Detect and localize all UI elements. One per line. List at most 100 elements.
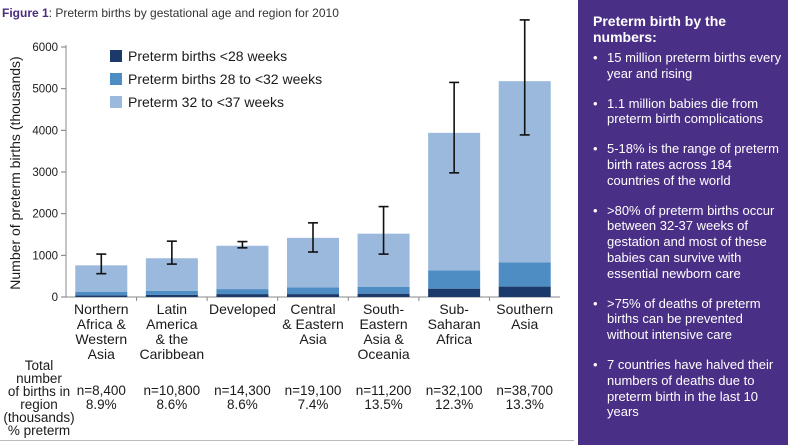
stat-cell: n=14,300 8.6% [202, 384, 282, 412]
row-label-line: region [20, 397, 58, 412]
y-tick-label: 2000 [32, 209, 58, 221]
bar-lt28 [75, 295, 128, 297]
stat-cell: n=11,200 13.5% [344, 384, 424, 412]
stat-pct: 8.6% [227, 397, 258, 412]
legend-item-32to37: Preterm 32 to <37 weeks [110, 94, 284, 114]
x-category-line: Northern [74, 301, 129, 317]
y-tick-label: 6000 [32, 42, 58, 54]
x-category-line: Central [290, 301, 336, 317]
bar-lt28 [357, 293, 410, 297]
legend-label-lt28: Preterm births <28 weeks [128, 48, 288, 64]
x-category-line: & Eastern [282, 316, 344, 332]
stat-n: n=14,300 [214, 383, 271, 398]
figure-label: Figure 1 [2, 6, 49, 20]
bar-28to32 [428, 270, 481, 289]
stat-n: n=10,800 [143, 383, 201, 398]
stat-n: n=19,100 [284, 383, 342, 398]
stat-cell: n=19,100 7.4% [273, 384, 353, 412]
x-category-line: & the [155, 331, 189, 347]
x-category-line: Africa & [76, 316, 126, 332]
x-category-line: Africa [436, 331, 473, 347]
stat-n: n=11,200 [355, 383, 412, 398]
legend-label-32to37: Preterm 32 to <37 weeks [128, 94, 285, 110]
stat-pct: 13.5% [364, 397, 403, 412]
x-category-line: Oceania [357, 346, 410, 362]
stat-n: n=8,400 [76, 383, 126, 398]
bar-28to32 [145, 290, 198, 295]
figure-title: Figure 1: Preterm births by gestational … [2, 6, 339, 20]
x-category-line: Asia [299, 331, 327, 347]
bar-lt28 [428, 288, 481, 297]
row-label-line: (thousands) [3, 410, 75, 425]
legend-item-lt28: Preterm births <28 weeks [110, 48, 287, 68]
panel-item: 5-18% is the range of preterm birth rate… [591, 141, 783, 188]
panel-item: >80% of preterm births occur between 32-… [591, 203, 783, 282]
x-category-label: Southern Asia [485, 302, 565, 332]
figure-title-text: : Preterm births by gestational age and … [48, 6, 339, 20]
x-category-label: Central & Eastern Asia [273, 302, 353, 347]
y-tick-label: 0 [52, 292, 58, 304]
row-label: Total number of births in region (thousands… [2, 358, 76, 438]
row-divider [0, 440, 574, 441]
x-category-line: America [146, 316, 198, 332]
row-label-line: Total number [16, 358, 62, 386]
chart-area: 0 1000 2000 3000 4000 5000 6000 [32, 19, 560, 304]
bar-28to32 [498, 262, 551, 287]
y-axis-label: Number of preterm births (thousands) [7, 56, 23, 290]
y-tick-label: 3000 [32, 167, 58, 179]
bar-lt28 [287, 294, 339, 297]
x-category-line: Asia [511, 316, 539, 332]
panel-item: >75% of deaths of preterm births can be … [591, 296, 783, 343]
stat-pct: 8.9% [85, 397, 117, 412]
panel-list: 15 million preterm births every year and… [591, 50, 783, 434]
numbers-panel: Preterm birth by the numbers: 15 million… [578, 0, 788, 445]
bar-lt28 [145, 294, 198, 297]
y-tick-label: 4000 [32, 125, 58, 137]
x-category-line: Eastern [359, 316, 408, 332]
bar-lt28 [498, 286, 551, 297]
row-label-line: % preterm [7, 423, 71, 438]
stat-cell: n=10,800 8.6% [132, 384, 212, 412]
panel-item: 1.1 million babies die from preterm birt… [591, 96, 783, 128]
stat-cell: n=8,400 8.9% [61, 384, 141, 412]
panel-title: Preterm birth by the numbers: [593, 13, 727, 45]
x-category-label: Developed [202, 302, 282, 317]
bar-28to32 [216, 289, 269, 295]
x-category-line: Developed [208, 301, 276, 317]
x-category-label: Latin America & the Caribbean [132, 302, 212, 362]
row-label-line: of births in [7, 384, 71, 399]
stat-pct: 12.3% [435, 397, 474, 412]
stat-cell: n=38,700 13.3% [485, 384, 565, 412]
x-category-line: South- [362, 301, 405, 317]
bar-28to32 [75, 292, 128, 296]
legend-swatch-lt28 [110, 50, 122, 62]
legend-swatch-32to37 [110, 96, 122, 108]
x-category-line: Asia [87, 346, 115, 362]
x-category-line: Asia & [363, 331, 404, 347]
bar-lt28 [216, 294, 269, 297]
x-category-line: Sub- [439, 301, 469, 317]
stat-cell: n=32,100 12.3% [414, 384, 494, 412]
stat-pct: 7.4% [297, 397, 329, 412]
x-category-label: Northern Africa & Western Asia [61, 302, 141, 362]
panel-item: 7 countries have halved their numbers of… [591, 357, 783, 420]
stat-n: n=32,100 [425, 383, 483, 398]
x-category-line: Western [75, 331, 128, 347]
stat-pct: 13.3% [505, 397, 544, 412]
x-category-line: Latin [156, 301, 188, 317]
bar-32to37 [216, 245, 269, 290]
x-category-line: Caribbean [139, 346, 205, 362]
y-tick-label: 5000 [32, 84, 58, 96]
x-category-label: South- Eastern Asia & Oceania [344, 302, 424, 362]
x-category-line: Southern [496, 301, 554, 317]
legend-item-28to32: Preterm births 28 to <32 weeks [110, 71, 322, 91]
legend-label-28to32: Preterm births 28 to <32 weeks [128, 71, 323, 87]
legend-swatch-28to32 [110, 73, 122, 85]
stat-n: n=38,700 [496, 383, 554, 398]
x-category-label: Sub- Saharan Africa [414, 302, 494, 347]
bar-28to32 [287, 287, 339, 295]
y-tick-label: 1000 [32, 250, 58, 262]
panel-item: 15 million preterm births every year and… [591, 50, 783, 82]
x-category-line: Saharan [427, 316, 481, 332]
stat-pct: 8.6% [156, 397, 188, 412]
